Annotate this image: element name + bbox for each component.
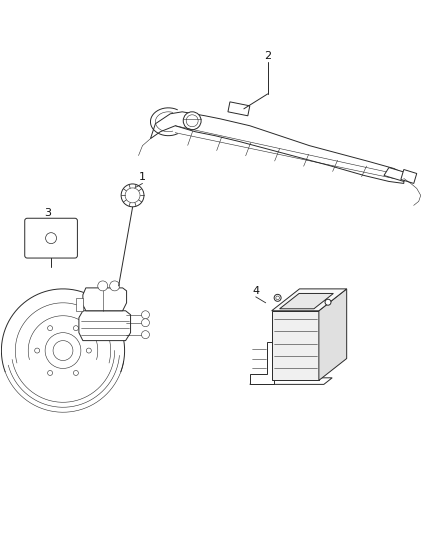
Circle shape bbox=[141, 311, 149, 319]
Circle shape bbox=[186, 115, 198, 127]
Circle shape bbox=[183, 112, 201, 130]
Polygon shape bbox=[319, 289, 347, 381]
Circle shape bbox=[45, 333, 81, 368]
Circle shape bbox=[98, 281, 108, 291]
Circle shape bbox=[141, 319, 149, 327]
Polygon shape bbox=[250, 378, 332, 384]
Polygon shape bbox=[401, 169, 417, 183]
Polygon shape bbox=[79, 311, 131, 341]
Circle shape bbox=[53, 341, 73, 360]
Polygon shape bbox=[279, 294, 333, 309]
Text: 2: 2 bbox=[264, 51, 271, 61]
FancyBboxPatch shape bbox=[25, 218, 78, 258]
Circle shape bbox=[110, 281, 120, 291]
Text: 4: 4 bbox=[252, 286, 259, 296]
Polygon shape bbox=[384, 167, 409, 181]
Polygon shape bbox=[76, 298, 83, 311]
Text: 3: 3 bbox=[45, 208, 52, 219]
Polygon shape bbox=[272, 289, 347, 311]
Polygon shape bbox=[228, 102, 250, 116]
Polygon shape bbox=[150, 112, 404, 183]
Circle shape bbox=[141, 330, 149, 338]
Circle shape bbox=[276, 296, 279, 300]
Text: 1: 1 bbox=[139, 173, 146, 182]
Polygon shape bbox=[83, 288, 127, 311]
Circle shape bbox=[325, 299, 331, 305]
Circle shape bbox=[121, 184, 144, 207]
Circle shape bbox=[274, 294, 281, 301]
Polygon shape bbox=[272, 311, 319, 381]
Polygon shape bbox=[250, 342, 274, 384]
Circle shape bbox=[125, 188, 140, 203]
